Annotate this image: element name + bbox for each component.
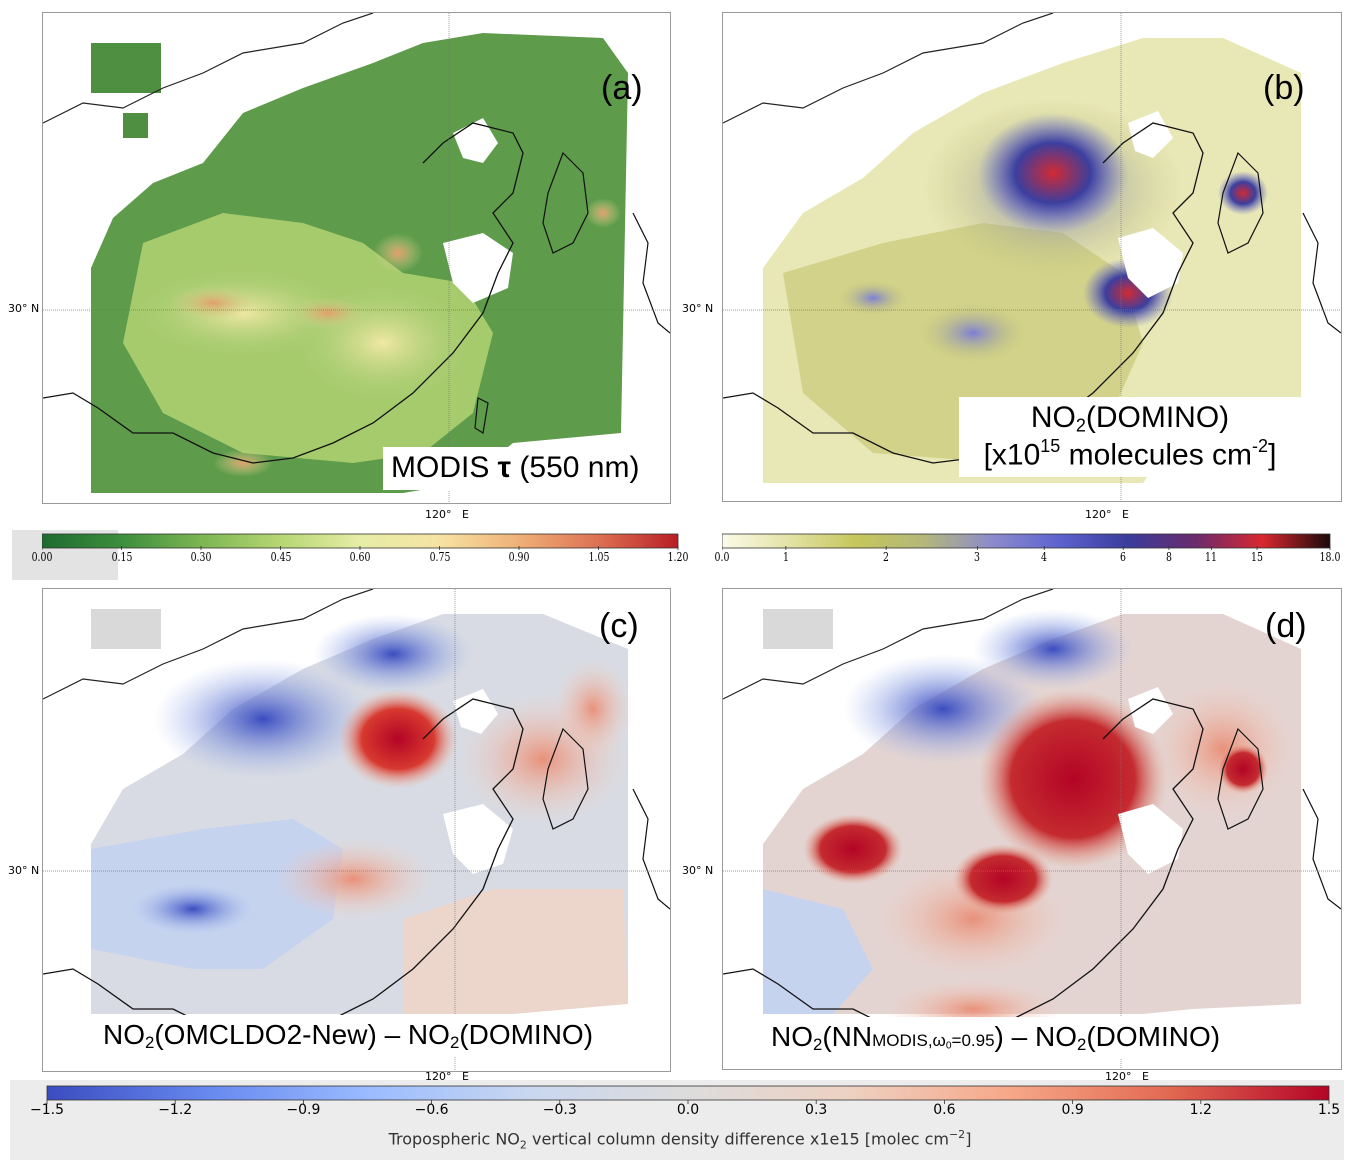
colorbar-tick-label: 6: [1120, 550, 1127, 564]
colorbar-difference: −1.5 −1.2 −0.9 −0.6 −0.3 0.0 0.3 0.6 0.9 1.2 1.5 T…: [20, 1084, 1340, 1158]
colorbar-tick-label: 0.90: [508, 550, 530, 564]
colorbar-tick-label: 18.0: [1319, 550, 1341, 564]
panel-title: MODIS τ (550 nm): [383, 447, 648, 490]
colorbar-no2-gradient: [722, 533, 1331, 550]
colorbar-tick-label: 1.05: [588, 550, 609, 564]
colorbar-tick-label: 15: [1251, 550, 1263, 564]
map-aod: [43, 13, 670, 503]
panel-title: NO2(NNMODIS,ω0=0.95) – NO2(DOMINO): [763, 1017, 1229, 1059]
colorbar-tick-label: 4: [1041, 550, 1048, 564]
lon-label: 120° E: [1105, 1070, 1149, 1083]
panel-d: (d) NO2(NNMODIS,ω0=0.95) – NO2(DOMINO): [722, 588, 1342, 1070]
colorbar-tick-label: 3: [974, 550, 981, 564]
colorbar-tick-label: 0.30: [190, 550, 212, 564]
colorbar-tick-label: 1: [782, 550, 789, 564]
colorbar-tick-label: 0.75: [429, 550, 450, 564]
panel-c: (c) NO2(OMCLDO2-New) – NO2(DOMINO): [42, 588, 671, 1072]
panel-b: (b) NO2(DOMINO) [x1015 molecules cm-2]: [722, 12, 1342, 502]
lat-label: 30° N: [682, 864, 714, 877]
colorbar-difference-gradient: [46, 1085, 1330, 1104]
colorbar-tick-label: 8: [1165, 550, 1172, 564]
colorbar-tick-label: 11: [1205, 550, 1218, 564]
panel-title: NO2(DOMINO) [x1015 molecules cm-2]: [959, 397, 1301, 478]
lat-label: 30° N: [8, 302, 40, 315]
colorbar-tick-label: 1.20: [667, 550, 689, 564]
panel-title: NO2(OMCLDO2-New) – NO2(DOMINO): [95, 1015, 602, 1057]
colorbar-tick-label: 0.00: [31, 550, 53, 564]
lon-label: 120° E: [425, 1070, 469, 1083]
colorbar-tick-label: −1.2: [158, 1102, 193, 1118]
colorbar-tick-label: 0.0: [676, 1102, 700, 1118]
colorbar-tick-label: 0.60: [349, 550, 371, 564]
colorbar-tick-label: −0.3: [542, 1102, 577, 1118]
colorbar-no2: 0.0 1 2 3 4 6 8 11 15 18.0: [715, 530, 1342, 576]
colorbar-tick-label: 2: [883, 550, 890, 564]
map-no2: [723, 13, 1341, 501]
colorbar-tick-label: −0.6: [414, 1102, 449, 1118]
lat-label: 30° N: [8, 864, 40, 877]
colorbar-tick-label: 0.9: [1061, 1102, 1084, 1118]
colorbar-tick-label: 0.0: [714, 550, 730, 564]
map-diff-omcldo2: [43, 589, 670, 1071]
lon-label: 120° E: [1085, 508, 1129, 521]
colorbar-tick-label: 1.5: [1317, 1102, 1341, 1118]
panel-a: (a) MODIS τ (550 nm): [42, 12, 671, 504]
panel-letter: (c): [599, 607, 639, 645]
colorbar-tick-label: 0.3: [805, 1102, 828, 1118]
colorbar-tick-label: −1.5: [30, 1102, 64, 1118]
lat-label: 30° N: [682, 302, 714, 315]
colorbar-aod: 0.00 0.15 0.30 0.45 0.60 0.75 0.90 1.05 1.20: [32, 530, 688, 576]
panel-letter: (b): [1263, 69, 1305, 107]
colorbar-tick-label: 1.2: [1189, 1102, 1212, 1118]
colorbar-tick-label: 0.6: [933, 1102, 956, 1118]
colorbar-tick-label: 0.15: [111, 550, 132, 564]
colorbar-tick-label: −0.9: [286, 1102, 321, 1118]
colorbar-difference-label: Tropospheric NO2 vertical column density…: [388, 1128, 972, 1152]
panel-letter: (d): [1265, 607, 1307, 645]
panel-letter: (a): [601, 69, 643, 107]
map-diff-nnmodis: [723, 589, 1341, 1069]
colorbar-tick-label: 0.45: [270, 550, 291, 564]
colorbar-aod-gradient: [42, 533, 679, 550]
lon-label: 120° E: [425, 508, 469, 521]
